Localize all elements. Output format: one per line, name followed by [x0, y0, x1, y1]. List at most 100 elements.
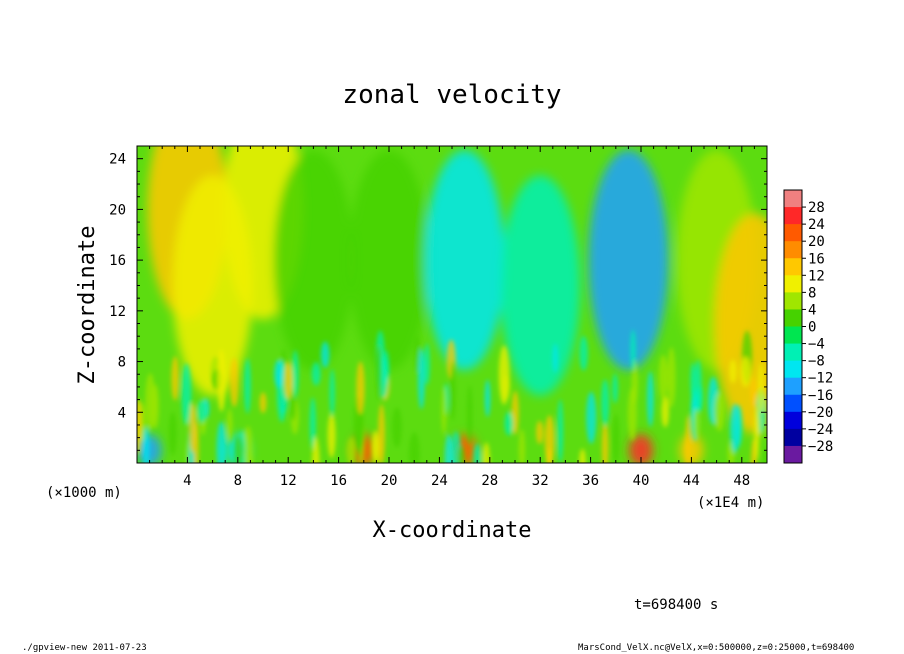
- field-streak: [612, 373, 619, 404]
- velocity-streaks: [137, 329, 767, 463]
- colorbar-swatch: [784, 428, 802, 447]
- field-streak: [511, 390, 519, 435]
- field-streak: [378, 404, 385, 463]
- colorbar-label: −24: [808, 422, 833, 438]
- field-streak: [171, 356, 180, 401]
- field-streak: [579, 335, 588, 371]
- field-streak: [320, 341, 330, 368]
- field-streak: [283, 361, 293, 400]
- y-tick-label: 4: [118, 405, 126, 421]
- colorbar-label: −8: [808, 354, 825, 370]
- field-streak: [457, 444, 465, 463]
- colorbar-label: 0: [808, 320, 816, 336]
- colorbar-swatch: [784, 309, 802, 327]
- field-streak: [544, 415, 555, 463]
- field-streak: [424, 343, 430, 386]
- field-streak: [612, 413, 620, 463]
- time-annotation: t=698400 s: [634, 597, 718, 613]
- colorbar-label: −4: [808, 337, 825, 353]
- field-streak: [346, 437, 356, 463]
- field-streak: [690, 362, 696, 399]
- field-streak: [518, 428, 526, 463]
- field-streak: [242, 425, 254, 463]
- field-streak: [750, 376, 757, 408]
- field-streak: [290, 395, 296, 421]
- footer-left: ./gpview-new 2011-07-23: [22, 643, 147, 653]
- field-streak: [356, 361, 365, 415]
- field-streak: [667, 347, 676, 408]
- field-streak: [311, 362, 321, 386]
- field-streak: [466, 385, 473, 445]
- x-unit-left: (×1000 m): [46, 485, 122, 501]
- field-streak: [536, 420, 544, 445]
- field-streak: [417, 348, 425, 410]
- colorbar-swatch: [784, 224, 802, 242]
- field-streak: [693, 408, 700, 440]
- field-streak: [371, 430, 379, 462]
- field-streak: [504, 411, 514, 436]
- field-streak: [758, 362, 764, 413]
- field-streak: [274, 359, 284, 389]
- colorbar-label: −20: [808, 405, 833, 421]
- colorbar-label: 16: [808, 251, 825, 267]
- y-tick-label: 20: [109, 202, 126, 218]
- field-region: [629, 434, 653, 463]
- chart-title: zonal velocity: [342, 80, 561, 110]
- field-streak: [292, 350, 299, 398]
- field-region: [500, 175, 581, 396]
- field-streak: [498, 345, 510, 405]
- field-streak: [552, 343, 559, 373]
- field-streak: [601, 379, 610, 427]
- field-streak: [259, 392, 267, 414]
- field-streak: [661, 395, 670, 428]
- x-tick-label: 44: [683, 473, 700, 489]
- field-streak: [630, 329, 636, 371]
- field-streak: [327, 412, 336, 458]
- field-streak: [484, 379, 491, 417]
- field-streak: [234, 434, 243, 463]
- colorbar-swatch: [784, 207, 802, 225]
- field-region: [424, 150, 505, 371]
- colorbar-label: 24: [808, 217, 825, 233]
- field-streak: [586, 391, 597, 444]
- field-streak: [441, 387, 447, 435]
- colorbar-label: 28: [808, 200, 825, 216]
- colorbar-swatch: [784, 360, 802, 379]
- y-tick-label: 8: [118, 355, 126, 371]
- field-streak: [193, 421, 199, 463]
- y-tick-label: 24: [109, 152, 126, 168]
- field-streak: [646, 371, 654, 427]
- colorbar-swatch: [784, 275, 802, 293]
- field-streak: [151, 384, 160, 429]
- footer-right: MarsCond_VelX.nc@VelX,x=0:500000,z=0:250…: [578, 643, 855, 653]
- y-tick-label: 12: [109, 304, 126, 320]
- field-streak: [168, 411, 177, 456]
- field-streak: [137, 398, 142, 456]
- field-streak: [601, 421, 609, 463]
- x-axis: 4 8 12 16 20 24 28 32 36 40 44 48: [149, 146, 755, 489]
- colorbar-swatch: [784, 445, 802, 464]
- field-region: [273, 150, 354, 371]
- colorbar-swatch: [784, 241, 802, 259]
- field-streak: [694, 360, 702, 413]
- colorbar-swatch: [784, 343, 802, 362]
- field-streak: [685, 415, 691, 463]
- x-tick-label: 28: [481, 473, 498, 489]
- field-streak: [473, 443, 482, 463]
- field-streak: [557, 399, 564, 463]
- colorbar-label: 20: [808, 234, 825, 250]
- field-streak: [197, 399, 207, 423]
- field-streak: [740, 356, 751, 387]
- field-region: [349, 150, 429, 371]
- field-streak: [329, 368, 335, 417]
- colorbar-label: 4: [808, 302, 816, 318]
- colorbar-swatch: [784, 292, 802, 310]
- field-streak: [444, 434, 453, 463]
- y-tick-label: 16: [109, 253, 126, 269]
- field-streak: [142, 427, 150, 463]
- field-streak: [311, 437, 320, 463]
- field-streak: [729, 359, 737, 384]
- x-axis-label: X-coordinate: [373, 518, 532, 543]
